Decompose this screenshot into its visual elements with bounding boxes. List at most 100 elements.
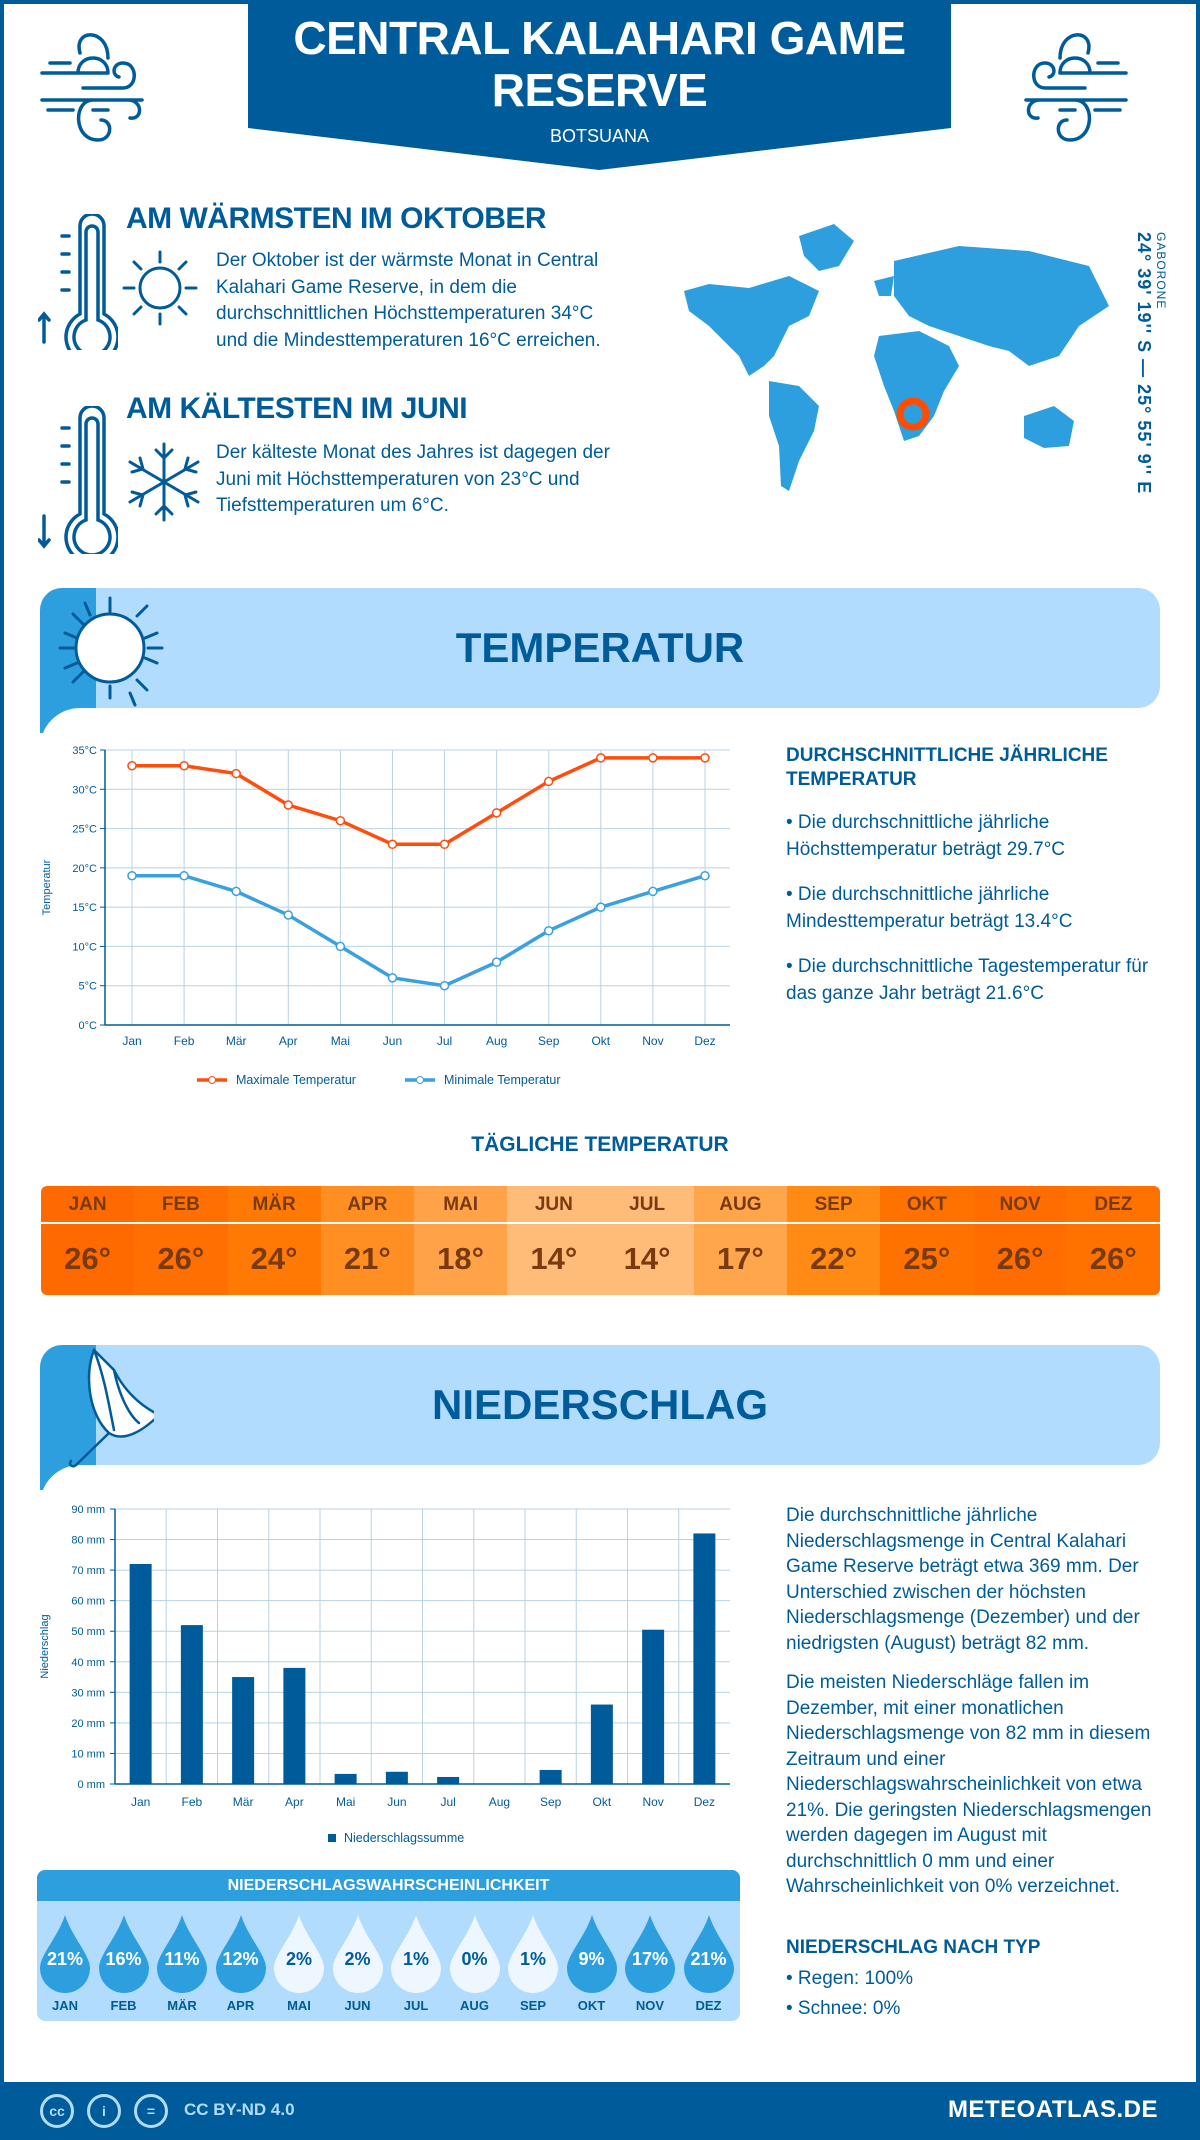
daily-temp-column: APR 21° — [320, 1186, 414, 1295]
thermometer-up-icon — [38, 214, 118, 350]
precip-probability-panel: NIEDERSCHLAGSWAHRSCHEINLICHKEIT 21% JAN 16… — [37, 1870, 740, 2021]
x-tick-label: Jun — [387, 1795, 406, 1809]
x-tick-label: Mär — [233, 1795, 254, 1809]
brand-link[interactable]: METEOATLAS.DE — [947, 2096, 1158, 2123]
month-label: DEZ — [1066, 1186, 1160, 1224]
daily-temp-value: 26° — [157, 1241, 205, 1276]
daily-temp-value: 25° — [903, 1241, 951, 1276]
legend-label: Niederschlagssumme — [344, 1831, 464, 1845]
x-tick-label: Apr — [279, 1034, 298, 1048]
precip-text-2: Die meisten Niederschläge fallen im Deze… — [786, 1672, 1152, 1897]
raindrop-icon: 1% — [391, 1915, 441, 1993]
y-tick-label: 5°C — [79, 981, 98, 993]
probability-value: 17% — [631, 1949, 669, 1969]
snowflake-icon — [128, 442, 200, 522]
data-point — [491, 957, 502, 967]
precip-type-heading: NIEDERSCHLAG NACH TYP — [786, 1937, 1041, 1958]
month-label: JUL — [600, 1186, 694, 1224]
month-label: FEB — [134, 1186, 228, 1224]
x-tick-label: Apr — [285, 1795, 304, 1809]
y-tick-label: 0 mm — [78, 1779, 106, 1791]
probability-value: 2% — [344, 1949, 371, 1969]
x-tick-label: Sep — [540, 1795, 562, 1809]
coordinates-label: GABORONE 24° 39' 19'' S — 25° 55' 9'' E — [1133, 232, 1168, 494]
location-marker — [896, 397, 930, 431]
bar — [232, 1677, 255, 1784]
series-line-max — [132, 756, 705, 847]
probability-title: NIEDERSCHLAGSWAHRSCHEINLICHKEIT — [37, 1870, 740, 1901]
month-label: FEB — [110, 1998, 137, 2013]
y-tick-label: 20 mm — [71, 1718, 105, 1730]
data-point — [283, 800, 294, 810]
data-point — [596, 902, 606, 912]
bar — [590, 1704, 613, 1784]
raindrop-icon: 11% — [157, 1915, 207, 1993]
warmest-text: Der Oktober ist der wärmste Monat in Cen… — [216, 250, 601, 351]
probability-value: 16% — [105, 1949, 142, 1969]
x-tick-label: Jul — [437, 1034, 452, 1048]
daily-temp-column: JAN 26° — [41, 1186, 135, 1295]
bar — [642, 1629, 665, 1784]
x-tick-label: Aug — [489, 1795, 510, 1809]
x-tick-label: Jan — [131, 1795, 150, 1809]
month-label: DEZ — [695, 1998, 722, 2013]
x-tick-label: Jul — [440, 1795, 455, 1809]
month-label: MAI — [414, 1186, 508, 1224]
daily-temp-column: OKT 25° — [880, 1186, 974, 1295]
temperature-section-header: TEMPERATUR — [40, 588, 1160, 748]
month-label: JAN — [41, 1186, 135, 1224]
y-axis-label: Temperatur — [41, 859, 53, 915]
x-tick-label: Jan — [122, 1034, 141, 1048]
bar — [385, 1771, 408, 1784]
month-label: JUN — [344, 1998, 371, 2013]
data-point — [127, 760, 137, 771]
y-tick-label: 20°C — [72, 863, 97, 875]
sun-icon — [58, 596, 164, 707]
wind-icon — [1024, 33, 1128, 142]
precipitation-title: NIEDERSCHLAG — [431, 1381, 769, 1428]
daily-temp-value: 26° — [996, 1241, 1044, 1276]
data-point — [283, 910, 294, 920]
data-point — [700, 753, 710, 763]
no-derivatives-icon: = — [134, 2094, 168, 2128]
month-label: NOV — [973, 1186, 1067, 1224]
raindrop-icon: 21% — [683, 1915, 734, 1993]
x-tick-label: Nov — [642, 1795, 663, 1809]
probability-value: 0% — [461, 1949, 488, 1969]
raindrop-icon: 2% — [332, 1915, 383, 1993]
daily-temp-column: FEB 26° — [134, 1186, 228, 1295]
snow-share: • Schnee: 0% — [786, 1998, 901, 2019]
x-tick-label: Feb — [174, 1034, 195, 1048]
y-tick-label: 25°C — [72, 824, 97, 836]
probability-value: 11% — [164, 1949, 200, 1969]
legend-marker — [208, 1076, 216, 1084]
month-label: APR — [226, 1998, 255, 2013]
daily-temp-column: MÄR 24° — [227, 1186, 321, 1295]
coldest-heading: AM KÄLTESTEN IM JUNI — [126, 392, 468, 425]
daily-temp-column: JUL 14° — [600, 1186, 694, 1295]
x-tick-label: Feb — [182, 1795, 203, 1809]
x-tick-label: Okt — [591, 1034, 610, 1048]
probability-value: 1% — [402, 1949, 429, 1969]
y-axis-label: Niederschlag — [39, 1614, 51, 1678]
daily-temp-value: 26° — [64, 1241, 112, 1276]
data-point — [491, 808, 502, 818]
daily-temp-value: 18° — [437, 1241, 485, 1276]
data-point — [231, 768, 241, 779]
license-text[interactable]: CC BY-ND 4.0 — [184, 2100, 295, 2119]
coldest-text: Der kälteste Monat des Jahres ist dagege… — [216, 442, 610, 516]
daily-temp-column: DEZ 26° — [1066, 1186, 1160, 1295]
daily-temp-value: 24° — [250, 1241, 298, 1276]
probability-value: 2% — [285, 1949, 312, 1969]
month-label: JUN — [507, 1186, 601, 1224]
x-tick-label: Jun — [383, 1034, 402, 1048]
umbrella-icon — [68, 1347, 154, 1468]
month-label: AUG — [693, 1186, 787, 1224]
precipitation-section-header: NIEDERSCHLAG — [40, 1345, 1160, 1505]
data-point — [127, 870, 137, 881]
month-label: MAI — [287, 1998, 311, 2013]
y-tick-label: 30 mm — [71, 1687, 105, 1699]
x-tick-label: Sep — [538, 1034, 560, 1048]
daily-temp-column: NOV 26° — [973, 1186, 1067, 1295]
month-label: OKT — [880, 1186, 974, 1224]
